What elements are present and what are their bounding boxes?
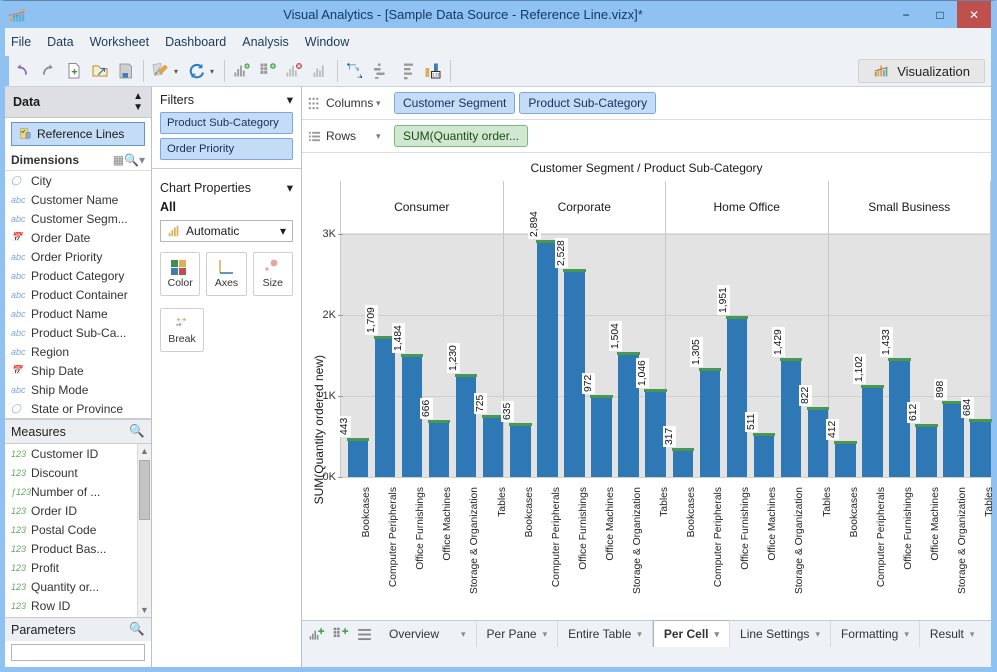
svg-text:LO: LO (432, 72, 439, 78)
